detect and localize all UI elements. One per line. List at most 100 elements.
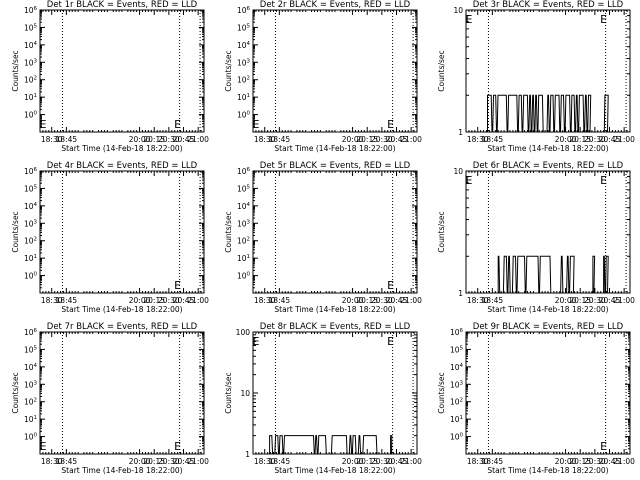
- y-tick-label: 102: [24, 237, 37, 246]
- e-marker: E: [39, 118, 46, 131]
- chart-panel-4: Det 4r BLACK = Events, RED = LLD 100 101 10…: [11, 161, 209, 314]
- y-tick-label: 10: [240, 389, 250, 398]
- e-marker: E: [600, 174, 607, 187]
- x-axis-label: Start Time (14-Feb-18 18:22:00): [61, 305, 182, 314]
- chart-panel-6: Det 6r BLACK = Events, RED = LLD 1 10 18:30…: [437, 161, 635, 314]
- e-marker: E: [600, 440, 607, 453]
- x-tick-label: 18:45: [269, 135, 291, 144]
- y-tick-label: 105: [24, 23, 38, 32]
- x-tick-label: 18:45: [56, 135, 78, 144]
- y-axis-label: Counts/sec: [11, 50, 20, 91]
- x-axis-label: Start Time (14-Feb-18 18:22:00): [274, 305, 395, 314]
- y-tick-label: 106: [24, 6, 38, 15]
- x-tick-label: 20:15: [569, 296, 591, 305]
- x-tick-label: 18:30: [467, 135, 489, 144]
- x-tick-label: 20:30: [584, 135, 606, 144]
- chart-panel-8: Det 8r BLACK = Events, RED = LLD 1 10 100 18…: [224, 322, 422, 475]
- y-tick-label: 104: [237, 202, 251, 211]
- x-tick-label: 18:45: [56, 457, 78, 466]
- x-tick-label: 18:45: [482, 296, 504, 305]
- chart-title: Det 4r BLACK = Events, RED = LLD: [47, 161, 198, 171]
- x-tick-label: 18:45: [269, 457, 291, 466]
- e-marker: E: [387, 335, 394, 348]
- x-tick-label: 20:30: [584, 296, 606, 305]
- y-tick-label: 100: [236, 328, 251, 337]
- x-tick-label: 20:30: [158, 135, 180, 144]
- x-axis-label: Start Time (14-Feb-18 18:22:00): [487, 466, 608, 475]
- event-series-segment: [592, 255, 596, 294]
- y-tick-label: 101: [24, 93, 37, 102]
- y-tick-label: 1: [458, 128, 463, 137]
- x-tick-label: 20:15: [143, 135, 165, 144]
- y-axis-label: Counts/sec: [437, 372, 446, 413]
- y-tick-label: 105: [450, 345, 464, 354]
- chart-panel-2: Det 2r BLACK = Events, RED = LLD 100 101 10…: [224, 0, 422, 153]
- x-tick-label: 21:00: [187, 135, 209, 144]
- x-tick-label: 20:15: [569, 457, 591, 466]
- e-marker: E: [600, 13, 607, 26]
- x-tick-label: 20:15: [143, 457, 165, 466]
- y-tick-label: 103: [237, 58, 251, 67]
- e-marker: E: [387, 279, 394, 292]
- e-marker: E: [465, 13, 472, 26]
- x-tick-label: 20:00: [342, 135, 364, 144]
- x-tick-label: 20:00: [555, 457, 577, 466]
- x-tick-label: 20:15: [356, 135, 378, 144]
- y-tick-label: 100: [237, 272, 251, 281]
- y-axis-label: Counts/sec: [224, 372, 233, 413]
- e-marker: E: [252, 335, 259, 348]
- x-tick-label: 20:15: [356, 296, 378, 305]
- chart-title: Det 1r BLACK = Events, RED = LLD: [47, 0, 198, 10]
- x-tick-label: 20:00: [129, 457, 151, 466]
- x-tick-label: 21:00: [613, 457, 635, 466]
- chart-panel-7: Det 7r BLACK = Events, RED = LLD 100 101 10…: [11, 322, 209, 475]
- x-tick-label: 20:30: [371, 296, 393, 305]
- y-tick-label: 100: [24, 272, 38, 281]
- y-tick-label: 100: [237, 111, 251, 120]
- chart-panel-1: Det 1r BLACK = Events, RED = LLD 100 101 10…: [11, 0, 209, 153]
- x-tick-label: 21:00: [613, 135, 635, 144]
- y-tick-label: 104: [24, 41, 38, 50]
- y-tick-label: 104: [237, 41, 251, 50]
- y-tick-label: 103: [24, 58, 38, 67]
- x-tick-label: 20:30: [371, 457, 393, 466]
- x-tick-label: 18:45: [269, 296, 291, 305]
- x-tick-label: 20:30: [158, 296, 180, 305]
- chart-title: Det 8r BLACK = Events, RED = LLD: [260, 322, 411, 332]
- x-tick-label: 20:45: [386, 296, 408, 305]
- e-marker: E: [39, 440, 46, 453]
- y-tick-label: 100: [450, 433, 464, 442]
- y-tick-label: 10: [453, 6, 463, 15]
- x-tick-label: 20:00: [555, 135, 577, 144]
- x-tick-label: 20:45: [386, 457, 408, 466]
- x-tick-label: 20:15: [569, 135, 591, 144]
- y-tick-label: 101: [450, 415, 463, 424]
- y-tick-label: 104: [24, 363, 38, 372]
- y-axis-label: Counts/sec: [437, 50, 446, 91]
- x-tick-label: 20:00: [129, 135, 151, 144]
- chart-title: Det 7r BLACK = Events, RED = LLD: [47, 322, 198, 332]
- x-tick-label: 20:00: [555, 296, 577, 305]
- x-tick-label: 18:30: [254, 457, 276, 466]
- x-tick-label: 21:00: [400, 457, 422, 466]
- chart-title: Det 9r BLACK = Events, RED = LLD: [473, 322, 624, 332]
- x-tick-label: 18:30: [467, 457, 489, 466]
- x-tick-label: 20:00: [342, 296, 364, 305]
- x-tick-label: 20:45: [386, 135, 408, 144]
- x-tick-label: 20:30: [584, 457, 606, 466]
- x-tick-label: 21:00: [400, 296, 422, 305]
- y-tick-label: 106: [450, 328, 464, 337]
- e-marker: E: [174, 440, 181, 453]
- y-tick-label: 104: [450, 363, 464, 372]
- x-axis-label: Start Time (14-Feb-18 18:22:00): [487, 144, 608, 153]
- x-tick-label: 18:30: [467, 296, 489, 305]
- x-tick-label: 18:45: [482, 135, 504, 144]
- y-tick-label: 106: [24, 328, 38, 337]
- event-series-segment: [269, 435, 378, 455]
- chart-title: Det 6r BLACK = Events, RED = LLD: [473, 161, 624, 171]
- y-tick-label: 105: [24, 345, 38, 354]
- x-tick-label: 20:45: [599, 457, 621, 466]
- y-tick-label: 102: [237, 237, 250, 246]
- event-series-segment: [390, 435, 393, 455]
